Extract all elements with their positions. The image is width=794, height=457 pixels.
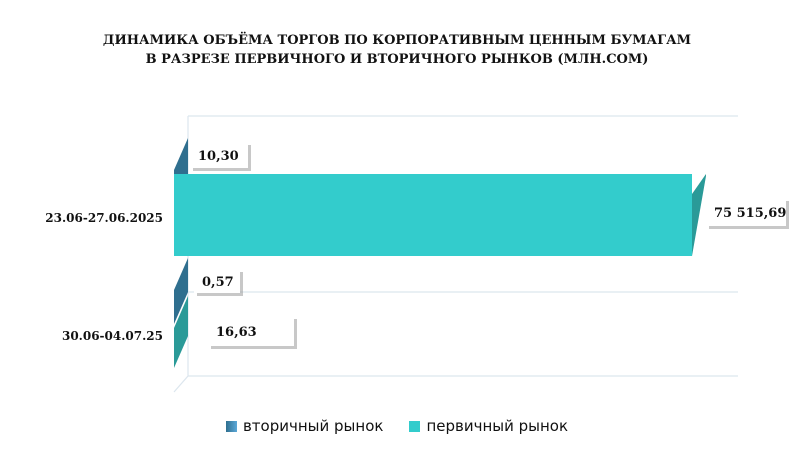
bar-secondary — [174, 258, 188, 324]
legend-swatch-secondary — [225, 420, 237, 432]
data-label: 16,63 — [216, 325, 257, 340]
bar-primary — [174, 296, 188, 368]
bar-primary-side — [692, 174, 706, 256]
legend-item-primary: первичный рынок — [409, 417, 568, 435]
data-label-box — [194, 269, 240, 293]
bar-primary — [174, 174, 692, 256]
category-label: 30.06-04.07.25 — [62, 329, 163, 343]
data-label: 0,57 — [202, 275, 234, 290]
legend-label-primary: первичный рынок — [426, 417, 569, 435]
legend-swatch-primary — [409, 420, 421, 432]
data-label-box — [706, 198, 786, 226]
chart-title-line2: В РАЗРЕЗЕ ПЕРВИЧНОГО И ВТОРИЧНОГО РЫНКОВ… — [145, 52, 649, 67]
legend-label-secondary: вторичный рынок — [242, 417, 384, 435]
category-label: 23.06-27.06.2025 — [45, 211, 163, 225]
data-label-box — [208, 316, 294, 346]
data-label-box — [190, 142, 248, 168]
data-label: 10,30 — [198, 149, 239, 164]
chart-title: ДИНАМИКА ОБЪЁМА ТОРГОВ ПО КОРПОРАТИВНЫМ … — [0, 31, 794, 69]
legend-item-secondary: вторичный рынок — [225, 417, 384, 435]
data-label: 75 515,69 — [714, 206, 786, 221]
chart-legend: вторичный рынок первичный рынок — [0, 417, 794, 435]
chart-title-line1: ДИНАМИКА ОБЪЁМА ТОРГОВ ПО КОРПОРАТИВНЫМ … — [102, 33, 692, 48]
